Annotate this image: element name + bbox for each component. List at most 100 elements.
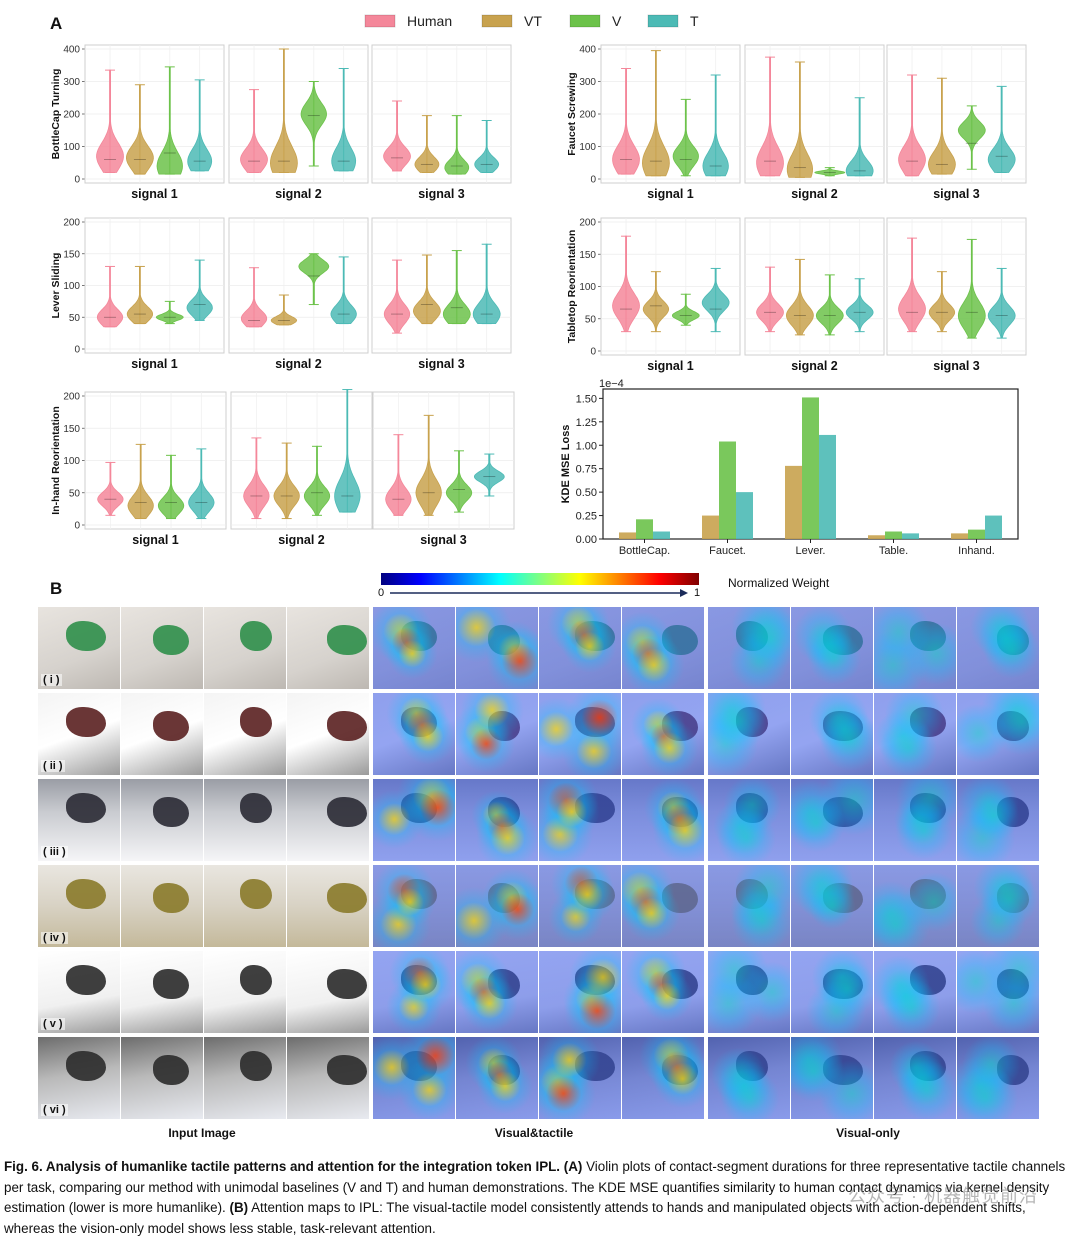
column-title-input: Input Image xyxy=(168,1126,236,1140)
violin-plots: 0 100 200 300 400 BottleCap Turning signal 1 si… xyxy=(50,44,1027,547)
bar-vt-0 xyxy=(619,532,636,539)
visual-tactile-attention-tile xyxy=(622,865,704,947)
visual-only-attention-tile xyxy=(708,951,790,1033)
input-image-tile xyxy=(204,1037,286,1119)
violin-ytick: 0 xyxy=(74,345,80,356)
attention-heatmap-overlay xyxy=(622,1037,704,1119)
violin-signal-label: signal 1 xyxy=(647,359,694,373)
input-image-tile xyxy=(38,865,120,947)
attention-heatmap-overlay xyxy=(622,779,704,861)
visual-only-attention-tile xyxy=(957,607,1039,689)
bar-ytick-label: 0.75 xyxy=(576,464,597,476)
violin-ytick: 100 xyxy=(579,282,596,293)
attention-heatmap-overlay xyxy=(791,607,873,689)
attention-heatmap-overlay xyxy=(708,693,790,775)
hand-object-shape xyxy=(240,879,272,909)
visual-only-attention-tile xyxy=(708,1037,790,1119)
attention-heatmap-overlay xyxy=(957,865,1039,947)
visual-tactile-attention-tile xyxy=(539,607,621,689)
hand-object-shape xyxy=(327,1055,367,1085)
bar-ylabel: KDE MSE Loss xyxy=(560,425,572,504)
attention-heatmap-overlay xyxy=(539,779,621,861)
violin-ytick: 200 xyxy=(63,110,80,121)
attention-heatmap-overlay xyxy=(456,865,538,947)
violin-ytick: 150 xyxy=(63,424,80,435)
visual-only-attention-tile xyxy=(791,1037,873,1119)
visual-tactile-attention-tile xyxy=(373,951,455,1033)
legend-label-t: T xyxy=(690,13,699,29)
input-image-tile xyxy=(121,607,203,689)
legend-label-vt: VT xyxy=(524,13,542,29)
legend-label-human: Human xyxy=(407,13,452,29)
bar-v-0 xyxy=(636,519,653,539)
hand-object-shape xyxy=(240,965,272,995)
input-image-tile xyxy=(121,951,203,1033)
attention-heatmap-overlay xyxy=(373,865,455,947)
caption-b-text: Attention maps to IPL: The visual-tactil… xyxy=(4,1200,1026,1236)
bar-t-2 xyxy=(819,434,836,539)
attention-heatmap-overlay xyxy=(708,779,790,861)
attention-heatmap-overlay xyxy=(373,693,455,775)
input-image-tile xyxy=(287,865,369,947)
attention-heatmap-overlay xyxy=(874,607,956,689)
visual-only-attention-tile xyxy=(957,693,1039,775)
violin-signal-label: signal 2 xyxy=(791,187,838,201)
attention-heatmap-overlay xyxy=(874,779,956,861)
violin-ytick: 200 xyxy=(63,218,80,229)
watermark: 公众号 · 机器触觉前沿 xyxy=(848,1186,1038,1206)
violin-signal-label: signal 3 xyxy=(420,533,467,547)
hand-object-shape xyxy=(240,621,272,651)
bar-exponent-label: 1e−4 xyxy=(599,378,624,390)
attention-heatmap-overlay xyxy=(708,951,790,1033)
violin-ytick: 300 xyxy=(63,77,80,88)
violin-signal-label: signal 1 xyxy=(131,187,178,201)
panel-b-label: B xyxy=(50,579,63,598)
visual-only-attention-tile xyxy=(708,693,790,775)
hand-object-shape xyxy=(327,883,367,913)
visual-tactile-attention-tile xyxy=(539,865,621,947)
attention-heatmap-overlay xyxy=(373,951,455,1033)
bar-vt-2 xyxy=(785,465,802,539)
attention-heatmap-overlay xyxy=(874,951,956,1033)
legend-label-v: V xyxy=(612,13,622,29)
attention-image-grid: ( i ) ( ii ) ( iii ) ( iv ) ( v ) ( vi ) xyxy=(38,607,1040,1119)
input-image-tile xyxy=(121,693,203,775)
attention-heatmap-overlay xyxy=(791,779,873,861)
attention-heatmap-overlay xyxy=(456,779,538,861)
attention-heatmap-overlay xyxy=(622,951,704,1033)
visual-only-attention-tile xyxy=(708,779,790,861)
colorbar-arrow-icon xyxy=(390,589,688,597)
visual-only-attention-tile xyxy=(874,779,956,861)
visual-only-attention-tile xyxy=(957,865,1039,947)
bar-t-3 xyxy=(902,533,919,539)
violin-signal-label: signal 1 xyxy=(647,187,694,201)
hand-object-shape xyxy=(66,793,106,823)
bar-xtick-label: Faucet. xyxy=(709,545,746,557)
caption-b-label: (B) xyxy=(229,1200,249,1215)
violin-ytick: 0 xyxy=(590,175,596,186)
input-image-tile xyxy=(204,693,286,775)
input-image-tile xyxy=(204,779,286,861)
violin-ytick: 400 xyxy=(579,45,596,56)
bar-xtick-label: Lever. xyxy=(796,545,826,557)
attention-heatmap-overlay xyxy=(539,693,621,775)
violin-ytick: 200 xyxy=(63,392,80,403)
visual-tactile-attention-tile xyxy=(373,607,455,689)
visual-only-attention-tile xyxy=(791,693,873,775)
attention-heatmap-overlay xyxy=(539,607,621,689)
violin-ytick: 100 xyxy=(63,456,80,467)
hand-object-shape xyxy=(153,711,189,741)
panel-a-label: A xyxy=(50,14,63,33)
row-label: ( vi ) xyxy=(41,1104,68,1116)
hand-object-shape xyxy=(66,621,106,651)
caption-a-label: (A) xyxy=(563,1159,583,1174)
violin-signal-label: signal 2 xyxy=(791,359,838,373)
hand-object-shape xyxy=(153,797,189,827)
violin-ytick: 100 xyxy=(63,281,80,292)
hand-object-shape xyxy=(153,969,189,999)
attention-heatmap-overlay xyxy=(373,607,455,689)
column-title-visual-only: Visual-only xyxy=(836,1126,900,1140)
visual-tactile-attention-tile xyxy=(373,693,455,775)
visual-tactile-attention-tile xyxy=(622,1037,704,1119)
attention-heatmap-overlay xyxy=(957,779,1039,861)
